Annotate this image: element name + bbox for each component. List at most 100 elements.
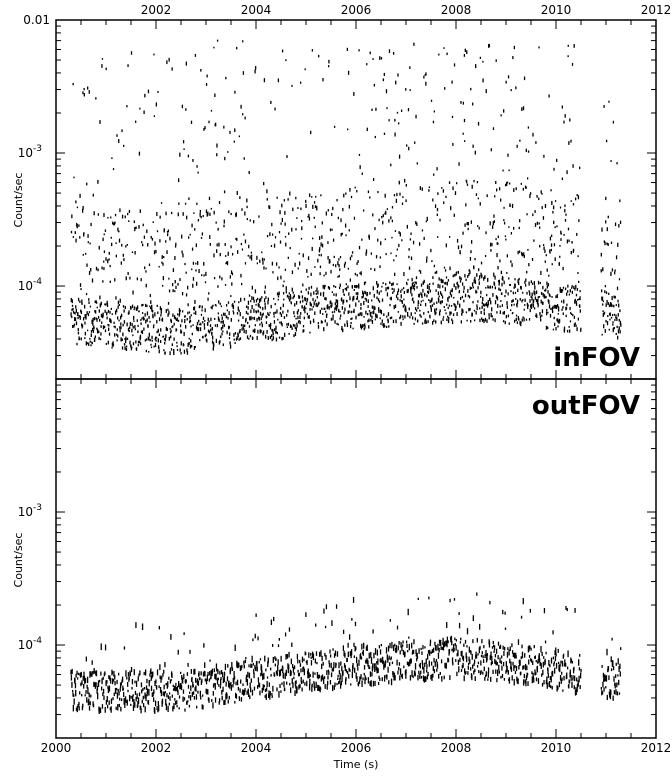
data-point (385, 674, 387, 678)
data-point (470, 650, 472, 655)
data-point (432, 198, 434, 202)
data-point (431, 304, 434, 307)
data-point (554, 650, 556, 656)
data-point (262, 307, 264, 311)
data-point (144, 669, 147, 676)
data-point (543, 154, 545, 158)
data-point (358, 153, 361, 156)
data-point (310, 303, 312, 307)
data-point (365, 291, 367, 295)
data-point (115, 242, 117, 244)
data-point (177, 282, 179, 286)
data-point (177, 680, 180, 688)
data-point (525, 680, 527, 687)
data-point (222, 320, 224, 325)
data-point (337, 674, 339, 678)
data-point (553, 316, 555, 320)
data-point (290, 325, 293, 328)
data-point (166, 250, 168, 255)
data-point (218, 300, 220, 304)
data-point (270, 673, 272, 677)
data-point (559, 289, 562, 293)
data-point (112, 167, 115, 171)
data-point (89, 701, 91, 706)
data-point (526, 177, 529, 180)
data-point (492, 318, 494, 321)
data-point (345, 677, 347, 681)
data-point (125, 276, 127, 281)
data-point (503, 650, 505, 656)
data-point (300, 312, 302, 315)
data-point (503, 280, 505, 285)
data-point (375, 661, 378, 664)
data-point (220, 678, 222, 686)
data-point (326, 670, 328, 676)
data-point (364, 290, 366, 294)
data-point (359, 312, 362, 315)
data-point (244, 211, 246, 216)
data-point (568, 293, 571, 296)
data-point (577, 317, 579, 321)
data-point (335, 604, 338, 609)
data-point (328, 670, 330, 676)
data-point (186, 351, 189, 355)
data-point (249, 334, 252, 338)
data-point (536, 665, 539, 673)
data-point (603, 687, 605, 692)
data-point (498, 279, 500, 284)
data-point (384, 325, 386, 328)
data-point (618, 278, 621, 281)
data-point (295, 680, 297, 685)
data-point (413, 288, 416, 291)
data-point (114, 278, 116, 282)
data-point (391, 641, 393, 649)
data-point (110, 698, 113, 704)
data-point (181, 234, 183, 239)
data-point (540, 663, 542, 669)
data-point (462, 101, 465, 105)
data-point (502, 276, 504, 281)
data-point (575, 300, 577, 304)
data-point (139, 342, 142, 346)
data-point (189, 233, 191, 236)
data-point (482, 78, 484, 83)
data-point (457, 659, 460, 665)
data-point (441, 295, 444, 299)
data-point (319, 247, 321, 251)
data-point (318, 301, 320, 305)
data-point (450, 206, 452, 211)
data-point (242, 689, 244, 694)
data-point (299, 315, 301, 319)
data-point (332, 317, 334, 321)
data-point (309, 320, 312, 325)
data-point (477, 197, 479, 200)
data-point (170, 335, 172, 339)
data-point (97, 179, 99, 184)
data-point (440, 659, 443, 664)
data-point (460, 320, 462, 324)
data-point (400, 300, 403, 302)
data-point (132, 325, 134, 329)
data-point (603, 240, 605, 243)
data-point (320, 650, 322, 657)
data-point (412, 281, 414, 285)
data-point (472, 300, 474, 304)
data-point (349, 324, 352, 329)
data-point (167, 695, 170, 700)
data-point (446, 318, 448, 322)
data-point (209, 324, 212, 328)
data-point (352, 327, 354, 330)
data-point (517, 639, 520, 645)
data-point (129, 671, 131, 676)
data-point (156, 669, 159, 676)
data-point (570, 674, 572, 681)
data-point (431, 298, 433, 303)
data-point (488, 641, 491, 648)
data-point (451, 80, 453, 84)
data-point (253, 316, 256, 321)
data-point (286, 326, 288, 329)
data-point (517, 315, 520, 321)
data-point (262, 686, 265, 691)
data-point (575, 284, 577, 289)
data-point (415, 649, 417, 654)
